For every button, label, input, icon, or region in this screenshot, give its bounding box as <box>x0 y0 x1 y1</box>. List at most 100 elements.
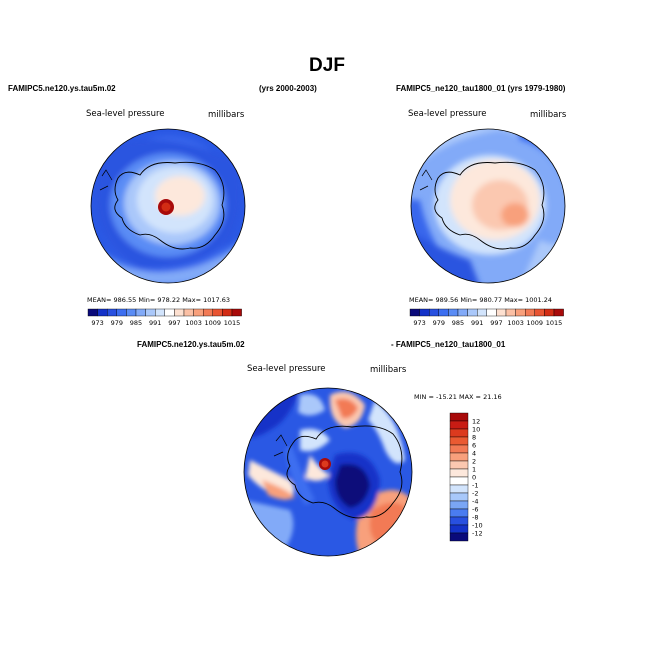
main-title: DJF <box>309 55 345 76</box>
panel-difference-colorbar-label: -10 <box>472 521 483 529</box>
panel-right-colorbar-label: 985 <box>452 319 464 327</box>
panel-difference-colorbar-label: 0 <box>472 473 476 481</box>
panel-left-map <box>90 128 246 284</box>
panel-right-colorbar-label: 1009 <box>527 319 544 327</box>
panel-difference-colorbar-label: -1 <box>472 481 478 489</box>
panel-right-units-label: millibars <box>530 110 567 120</box>
panel-difference-colorbar-label: -12 <box>472 529 483 537</box>
panel-difference-colorbar-box <box>449 412 469 422</box>
panel-right-stats: MEAN= 989.56 Min= 980.77 Max= 1001.24 <box>409 296 553 304</box>
panel-difference-colorbar-label: -2 <box>472 489 478 497</box>
panel-left-colorbar-box <box>202 308 213 317</box>
panel-left-colorbar-box <box>164 308 175 317</box>
panel-right-colorbar-label: 991 <box>471 319 483 327</box>
panel-right-colorbar-label: 997 <box>490 319 502 327</box>
panel-right-colorbar-box <box>438 308 449 317</box>
panel-left-colorbar-box <box>222 308 233 317</box>
panel-left-colorbar: 973 979 985 991 997 1003 1009 1015 <box>87 308 242 327</box>
panel-left-colorbar-box <box>154 308 165 317</box>
panel-difference-colorbar-label: 12 <box>472 417 480 425</box>
panel-difference-colorbar-label: 1 <box>472 465 476 473</box>
panel-difference-colorbar-label: 8 <box>472 433 476 441</box>
panel-left-colorbar-box <box>106 308 117 317</box>
panel-right-colorbar-box <box>505 308 516 317</box>
panel-difference-colorbar-box <box>449 508 469 518</box>
panel-right-colorbar-box <box>409 308 420 317</box>
panel-difference-stats: MIN = -15.21 MAX = 21.16 <box>414 393 502 401</box>
panel-difference-colorbar-box <box>449 460 469 470</box>
panel-right-colorbar-box <box>515 308 526 317</box>
panel-difference-colorbar-box <box>449 420 469 430</box>
panel-difference-colorbar-box <box>449 500 469 510</box>
panel-difference-colorbar-box <box>449 468 469 478</box>
panel-left-colorbar-box <box>145 308 156 317</box>
panel-left-colorbar-box <box>183 308 194 317</box>
panel-right-colorbar-label: 1015 <box>546 319 563 327</box>
panel-difference-variable-label: Sea-level pressure <box>247 364 326 374</box>
panel-difference-colorbar-box <box>449 532 469 542</box>
panel-right-variable-label: Sea-level pressure <box>408 109 487 119</box>
panel-right-colorbar-label: 1003 <box>507 319 524 327</box>
panel-left-colorbar-label: 1003 <box>185 319 202 327</box>
panel-right-colorbar-box <box>534 308 545 317</box>
panel-left-header-left: FAMIPC5.ne120.ys.tau5m.02 <box>8 84 116 93</box>
panel-right-colorbar-box <box>467 308 478 317</box>
panel-right-colorbar-box <box>448 308 459 317</box>
panel-left-colorbar-label: 979 <box>111 319 123 327</box>
panel-right-map <box>410 128 566 284</box>
panel-difference-colorbar-label: 2 <box>472 457 476 465</box>
panel-right-colorbar-box <box>477 308 488 317</box>
panel-left-colorbar-box <box>126 308 137 317</box>
panel-left-colorbar-box <box>174 308 185 317</box>
panel-difference-colorbar-label: -6 <box>472 505 478 513</box>
panel-difference-colorbar-label: 6 <box>472 441 476 449</box>
panel-left-colorbar-label: 1009 <box>205 319 222 327</box>
panel-right-colorbar: 973 979 985 991 997 1003 1009 1015 <box>409 308 564 327</box>
panel-left-colorbar-label: 1015 <box>224 319 241 327</box>
panel-left-colorbar-box <box>116 308 127 317</box>
panel-left-colorbar-box <box>193 308 204 317</box>
panel-right-colorbar-box <box>457 308 468 317</box>
panel-left-colorbar-box <box>87 308 98 317</box>
panel-difference-colorbar-label: 10 <box>472 425 480 433</box>
panel-right-colorbar-box <box>525 308 536 317</box>
panel-difference-colorbar-box <box>449 476 469 486</box>
panel-left-colorbar-label: 985 <box>130 319 142 327</box>
panel-difference-colorbar-box <box>449 452 469 462</box>
panel-left-colorbar-label: 973 <box>91 319 103 327</box>
panel-difference-colorbar-box <box>449 484 469 494</box>
panel-difference-colorbar-box <box>449 444 469 454</box>
panel-right-colorbar-box <box>553 308 564 317</box>
panel-right-colorbar-box <box>486 308 497 317</box>
panel-right-colorbar-box <box>544 308 555 317</box>
panel-difference-colorbar-box <box>449 516 469 526</box>
panel-right-colorbar-label: 973 <box>413 319 425 327</box>
panel-left-colorbar-label: 997 <box>168 319 180 327</box>
panel-difference-colorbar-box <box>449 492 469 502</box>
panel-left-header-right: (yrs 2000-2003) <box>259 84 317 93</box>
panel-right-colorbar-label: 979 <box>433 319 445 327</box>
panel-difference-colorbar-label: -8 <box>472 513 478 521</box>
panel-left-stats: MEAN= 986.55 Min= 978.22 Max= 1017.63 <box>87 296 231 304</box>
panel-left-variable-label: Sea-level pressure <box>86 109 165 119</box>
panel-right-colorbar-box <box>496 308 507 317</box>
panel-difference-colorbar-box <box>449 428 469 438</box>
panel-right-colorbar-box <box>419 308 430 317</box>
panel-difference-colorbar-label: -4 <box>472 497 478 505</box>
panel-difference-units-label: millibars <box>370 365 407 375</box>
panel-left-colorbar-box <box>212 308 223 317</box>
panel-right-colorbar-box <box>429 308 440 317</box>
panel-right-header: FAMIPC5_ne120_tau1800_01 (yrs 1979-1980) <box>396 84 566 93</box>
panel-left-colorbar-box <box>135 308 146 317</box>
panel-left-units-label: millibars <box>208 110 245 120</box>
panel-left-colorbar-label: 991 <box>149 319 161 327</box>
panel-left-colorbar-box <box>97 308 108 317</box>
panel-left-colorbar-box <box>231 308 242 317</box>
panel-difference-header-right: - FAMIPC5_ne120_tau1800_01 <box>391 340 506 349</box>
panel-difference-colorbar-box <box>449 436 469 446</box>
panel-difference-map <box>243 387 413 557</box>
panel-difference-header-left: FAMIPC5.ne120.ys.tau5m.02 <box>137 340 245 349</box>
panel-difference-colorbar-box <box>449 524 469 534</box>
